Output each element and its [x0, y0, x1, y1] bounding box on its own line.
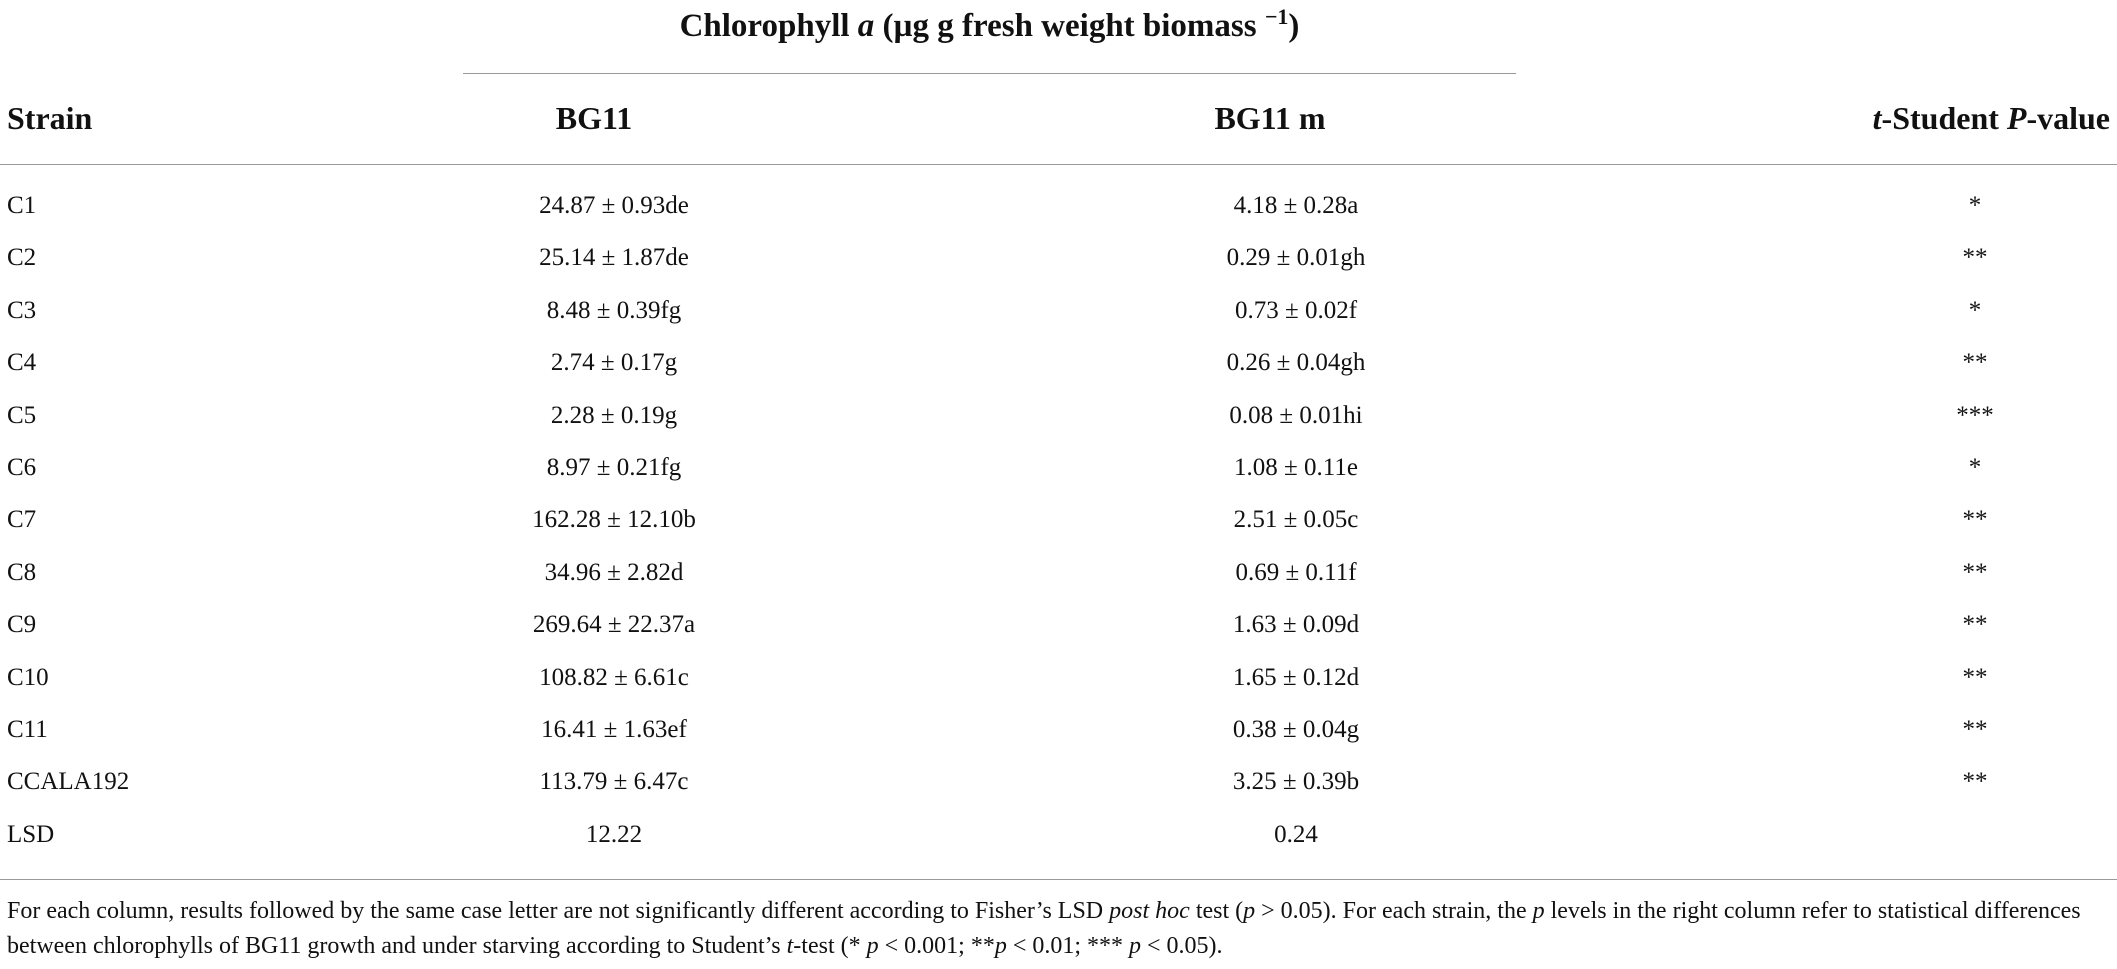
title-text: Chlorophyll	[679, 8, 858, 44]
table-cell: 8.97 ± 0.21fg	[546, 454, 682, 481]
table-cell: LSD	[7, 820, 55, 848]
column-header: BG11 m	[1214, 100, 1326, 136]
footnote-italic: p	[994, 933, 1007, 959]
table-cell: **	[1962, 244, 1988, 272]
table-cell: C6	[7, 454, 37, 481]
table-cell: 1.08 ± 0.11e	[1234, 454, 1358, 481]
header-text: -Student	[1881, 100, 2007, 136]
title-units: (µg g fresh weight biomass	[874, 8, 1265, 44]
table-cell: 12.22	[585, 820, 643, 848]
table-cell: **	[1962, 506, 1988, 534]
footnote-italic: p	[1532, 898, 1545, 924]
table-cell: **	[1962, 768, 1988, 796]
footnote-italic: p	[866, 933, 879, 959]
table-cell: 269.64 ± 22.37a	[532, 611, 696, 639]
footnote-text: test (	[1189, 898, 1244, 924]
table-cell: 1.63 ± 0.09d	[1232, 611, 1360, 639]
table-cell: 1.65 ± 0.12d	[1232, 663, 1360, 691]
header-rule	[0, 164, 2117, 165]
table-cell: CCALA192	[7, 768, 130, 796]
table-cell: ***	[1956, 401, 1994, 429]
header-italic: P	[2006, 100, 2027, 136]
table-cell: C1	[7, 192, 37, 219]
table-cell: C5	[7, 401, 37, 429]
table-cell: **	[1962, 611, 1988, 639]
table-cell: 4.18 ± 0.28a	[1233, 192, 1359, 219]
footnote: For each column, results followed by the…	[7, 894, 2112, 964]
column-header: Strain	[7, 100, 93, 136]
table-cell: 0.24	[1274, 820, 1318, 848]
footnote-text: < 0.001; **	[878, 933, 995, 959]
title-close: )	[1288, 8, 1300, 44]
table-cell: *	[1968, 454, 1982, 481]
table-cell: **	[1962, 558, 1988, 586]
table-cell: 3.25 ± 0.39b	[1232, 768, 1360, 796]
table-cell: C3	[7, 296, 37, 324]
table-cell: 2.74 ± 0.17g	[550, 349, 678, 377]
table-title: Chlorophyll a (µg g fresh weight biomass…	[463, 4, 1516, 45]
title-italic: a	[857, 8, 875, 44]
table-cell: C2	[7, 244, 37, 272]
table-cell: 2.51 ± 0.05c	[1233, 506, 1359, 534]
table-cell: 0.26 ± 0.04gh	[1226, 349, 1366, 377]
table-cell: 0.73 ± 0.02f	[1234, 296, 1358, 324]
column-header: BG11	[555, 100, 633, 136]
table-cell: **	[1962, 349, 1988, 377]
table-cell: 162.28 ± 12.10b	[532, 506, 696, 534]
table-cell: 34.96 ± 2.82d	[544, 558, 684, 586]
table-cell: *	[1968, 296, 1982, 324]
table-cell: 8.48 ± 0.39fg	[546, 296, 682, 324]
table-cell: 0.38 ± 0.04g	[1232, 716, 1360, 743]
table-cell: 108.82 ± 6.61c	[539, 663, 689, 691]
table-cell: **	[1962, 663, 1988, 691]
footnote-italic: post hoc	[1109, 898, 1190, 924]
header-italic: t	[1872, 100, 1882, 136]
table-cell: 113.79 ± 6.47c	[539, 768, 689, 796]
table-cell: 0.69 ± 0.11f	[1235, 558, 1357, 586]
table-cell: C10	[7, 663, 49, 691]
spanner-rule	[463, 73, 1516, 74]
bottom-rule	[0, 879, 2117, 880]
footnote-italic: t	[786, 933, 794, 959]
column-header: t-Student P-value	[1873, 100, 2110, 137]
table-cell: **	[1962, 716, 1988, 743]
footnote-text: levels in the right column refer to stat…	[7, 898, 2081, 959]
header-text: -value	[2026, 100, 2110, 136]
footnote-text: < 0.05).	[1141, 933, 1223, 959]
table-cell: C4	[7, 349, 37, 377]
table-cell: 16.41 ± 1.63ef	[541, 716, 687, 743]
footnote-italic: p	[1243, 898, 1256, 924]
footnote-text: > 0.05). For each strain, the	[1255, 898, 1533, 924]
table-cell: 0.29 ± 0.01gh	[1226, 244, 1366, 272]
title-superscript: −1	[1264, 4, 1289, 29]
table-cell: C11	[7, 716, 48, 743]
table-cell: 0.08 ± 0.01hi	[1229, 401, 1363, 429]
footnote-text: < 0.01; ***	[1006, 933, 1130, 959]
table-cell: 25.14 ± 1.87de	[539, 244, 689, 272]
footnote-italic: p	[1129, 933, 1142, 959]
footnote-text: -test (*	[793, 933, 867, 959]
table-cell: C7	[7, 506, 37, 534]
table-cell: 2.28 ± 0.19g	[550, 401, 678, 429]
table-cell: C9	[7, 611, 37, 639]
table-cell: C8	[7, 558, 37, 586]
footnote-text: For each column, results followed by the…	[7, 898, 1110, 924]
table-cell: 24.87 ± 0.93de	[539, 192, 689, 219]
table-cell: *	[1968, 192, 1982, 219]
